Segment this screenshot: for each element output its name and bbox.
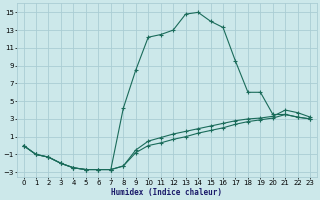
X-axis label: Humidex (Indice chaleur): Humidex (Indice chaleur) [111,188,222,197]
